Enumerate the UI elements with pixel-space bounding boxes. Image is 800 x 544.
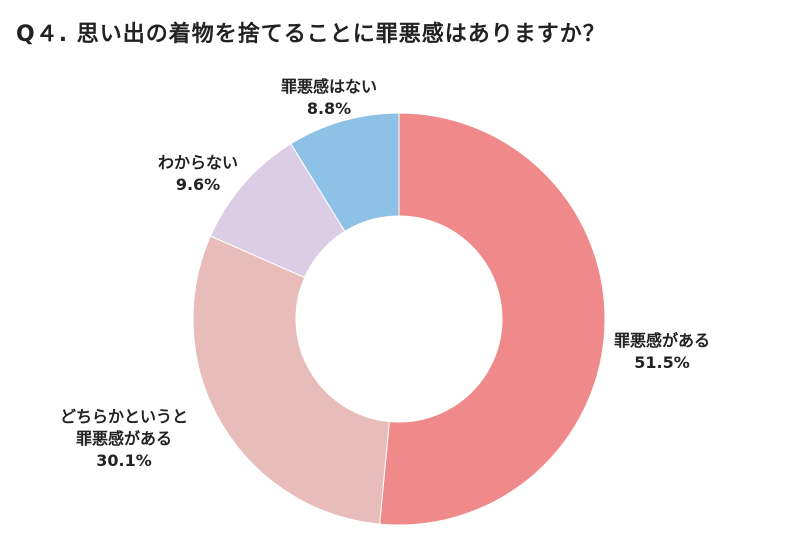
label-guilty-value: 51.5% [634,353,690,372]
label-guilty: 罪悪感がある 51.5% [614,330,710,374]
slice-not-guilty [290,112,400,233]
label-somewhat-guilty-name-2: 罪悪感がある [76,429,173,448]
label-somewhat-guilty-name-1: どちらかというと [60,407,189,426]
label-somewhat-guilty: どちらかというと 罪悪感がある 30.1% [60,406,188,472]
slice-guilty [379,112,606,526]
label-dont-know: わからない 9.6% [158,152,238,196]
label-somewhat-guilty-value: 30.1% [96,451,152,470]
label-not-guilty-name: 罪悪感はない [281,77,378,96]
slice-somewhat-guilty [192,235,390,525]
label-not-guilty: 罪悪感はない 8.8% [281,76,377,120]
label-guilty-name: 罪悪感がある [614,331,711,350]
chart-title: Q４. 思い出の着物を捨てることに罪悪感はありますか？ [16,22,606,47]
label-dont-know-value: 9.6% [175,175,221,194]
label-not-guilty-value: 8.8% [306,99,352,118]
label-dont-know-name: わからない [158,153,239,172]
